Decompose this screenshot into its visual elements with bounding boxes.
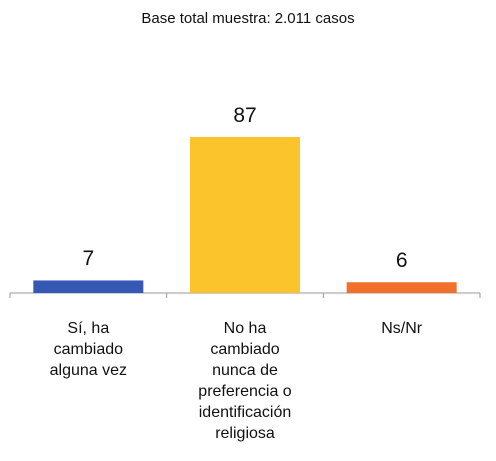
bar [346, 282, 457, 293]
data-label: 6 [395, 249, 408, 273]
data-label: 87 [233, 104, 257, 127]
x-tick-label: Sí, ha cambiado alguna vez [49, 320, 128, 379]
x-tick-label: Ns/Nr [381, 320, 423, 337]
bar [33, 280, 144, 293]
chart-title: Base total muestra: 2.011 casos [141, 10, 355, 27]
data-label: 7 [82, 247, 95, 271]
x-tick-label: No ha cambiado nunca de preferencia o id… [198, 320, 292, 442]
bar [190, 137, 300, 293]
